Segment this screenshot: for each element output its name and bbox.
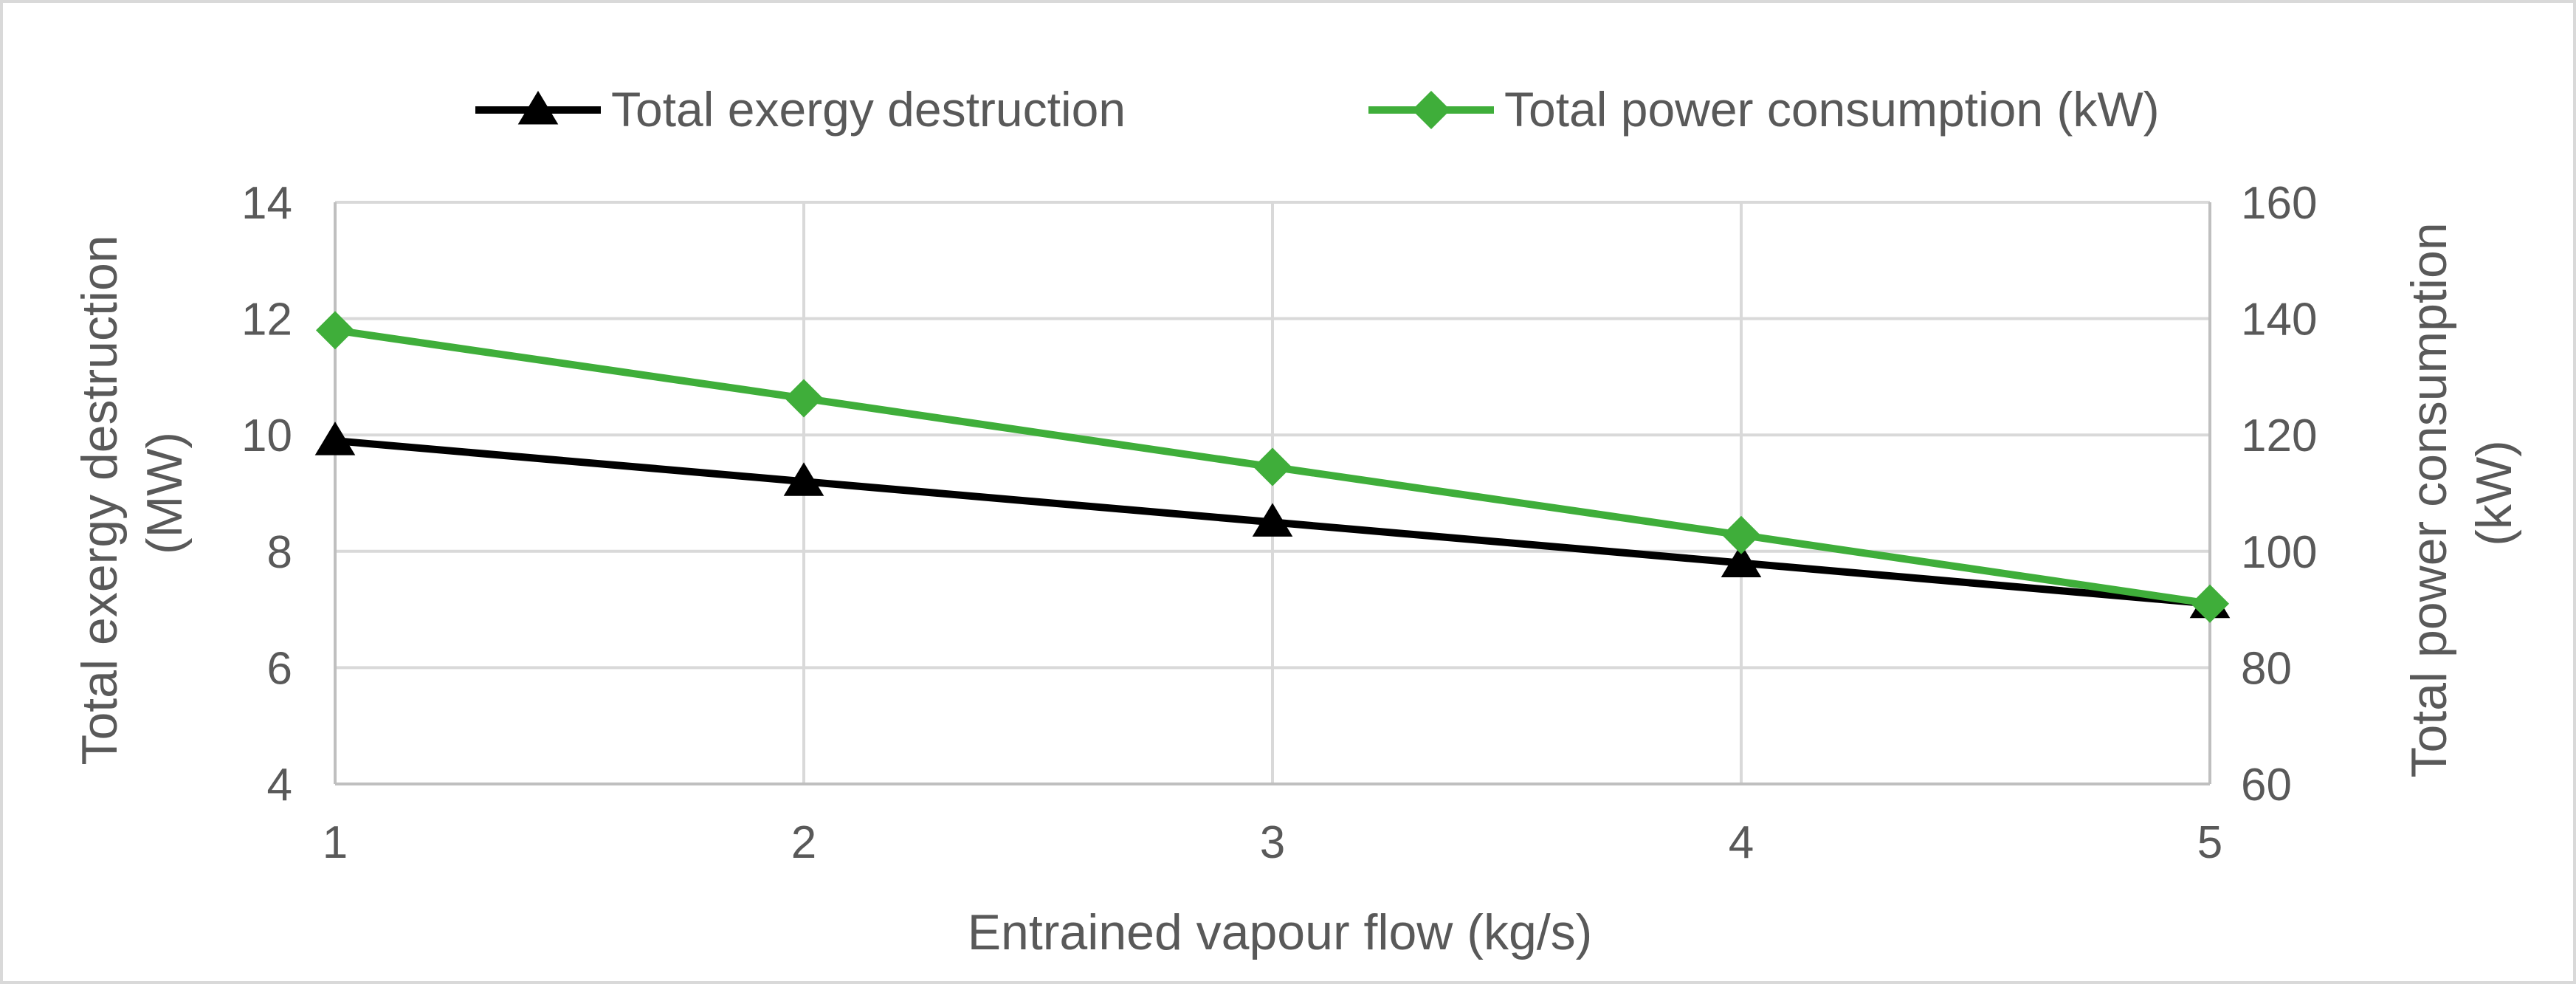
axes [334, 202, 2211, 785]
data-point-exergy [1721, 543, 1762, 578]
legend-marker-triangle-icon [517, 91, 559, 125]
data-point-power [2191, 584, 2229, 623]
x-tick-label: 3 [1260, 817, 1285, 868]
y-left-tick-label: 8 [267, 527, 292, 578]
y-right-axis-title-line-2: (kW) [2466, 440, 2522, 546]
data-point-power [1722, 515, 1760, 554]
legend-item-power: Total power consumption (kW) [1368, 82, 2160, 137]
x-axis-title: Entrained vapour flow (kg/s) [968, 904, 1593, 960]
y-right-tick-label: 120 [2241, 410, 2317, 461]
y-left-tick-label: 4 [267, 760, 292, 811]
legend-label-power: Total power consumption (kW) [1504, 82, 2160, 137]
y-left-axis-title-line-1: Total exergy destruction [72, 235, 128, 765]
y-left-tick-label: 10 [241, 410, 292, 461]
data-point-exergy [783, 462, 824, 496]
legend: Total exergy destruction Total power con… [475, 82, 2160, 137]
data-point-power [785, 379, 823, 418]
y-right-axis-title-line-1: Total power consumption [2401, 222, 2457, 777]
data-point-power [316, 311, 354, 350]
legend-label-exergy: Total exergy destruction [611, 82, 1126, 137]
y-left-axis-title: Total exergy destruction (MW) [72, 221, 193, 765]
series-layer [314, 311, 2231, 623]
y-right-tick-label: 160 [2241, 178, 2317, 229]
x-tick-label: 1 [323, 817, 348, 868]
legend-item-exergy: Total exergy destruction [475, 82, 1126, 137]
y-left-tick-label: 14 [241, 178, 292, 229]
data-point-exergy [1252, 503, 1293, 537]
x-tick-label: 5 [2197, 817, 2222, 868]
y-right-tick-label: 80 [2241, 643, 2292, 694]
y-right-tick-label: 100 [2241, 527, 2317, 578]
y-right-tick-label: 60 [2241, 760, 2292, 811]
x-tick-label: 4 [1729, 817, 1754, 868]
y-right-axis-title: Total power consumption (kW) [2401, 208, 2522, 777]
data-point-power [1253, 447, 1292, 486]
x-tick-label: 2 [791, 817, 816, 868]
y-left-tick-label: 6 [267, 643, 292, 694]
y-left-tick-label: 12 [241, 295, 292, 345]
y-left-axis-title-line-2: (MW) [137, 432, 193, 554]
y-right-tick-label: 140 [2241, 295, 2317, 345]
legend-marker-diamond-icon [1412, 91, 1450, 129]
data-point-exergy [314, 422, 356, 455]
gridlines [334, 201, 2211, 785]
